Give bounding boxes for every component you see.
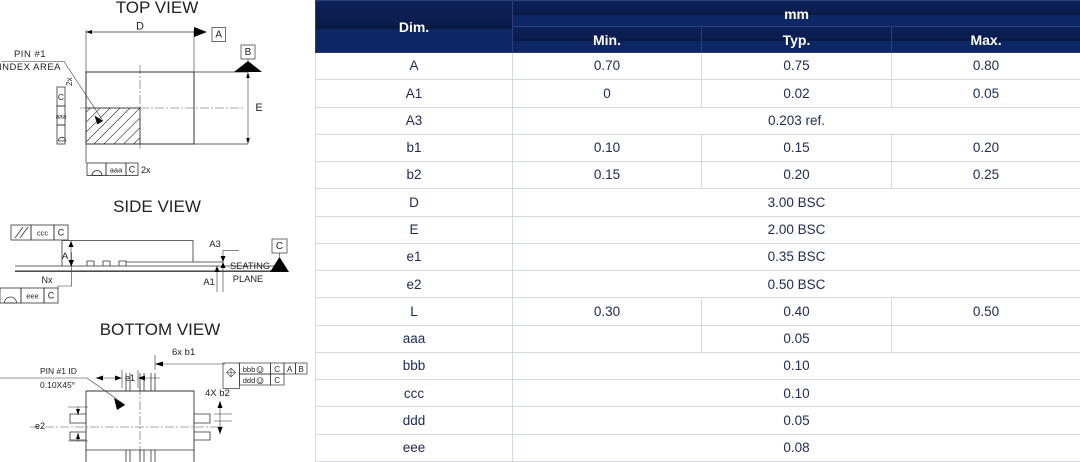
svg-text:C: C: [274, 376, 280, 385]
svg-text:D: D: [136, 21, 144, 33]
svg-text:Nx: Nx: [42, 275, 53, 285]
svg-text:U: U: [258, 368, 262, 374]
svg-text:e2: e2: [35, 421, 45, 431]
svg-text:PLANE: PLANE: [233, 274, 264, 284]
svg-text:aaa: aaa: [110, 166, 123, 175]
svg-text:e1: e1: [125, 373, 135, 383]
svg-text:C: C: [58, 228, 65, 238]
svg-text:PIN #1 ID: PIN #1 ID: [40, 366, 77, 376]
svg-text:B: B: [299, 365, 304, 374]
svg-text:eee: eee: [26, 292, 39, 301]
svg-text:A3: A3: [209, 239, 221, 250]
svg-text:TOP VIEW: TOP VIEW: [116, 0, 199, 17]
svg-text:2x: 2x: [141, 165, 151, 175]
svg-text:BOTTOM VIEW: BOTTOM VIEW: [100, 320, 221, 339]
svg-text:U: U: [258, 379, 262, 385]
svg-text:ddd: ddd: [243, 376, 256, 385]
svg-text:C: C: [276, 241, 283, 252]
svg-text:C: C: [274, 365, 280, 374]
svg-text:SIDE VIEW: SIDE VIEW: [113, 197, 201, 216]
svg-text:ccc: ccc: [37, 229, 49, 238]
svg-text:INDEX AREA: INDEX AREA: [0, 62, 61, 73]
svg-text:C: C: [48, 291, 55, 301]
svg-text:B: B: [245, 47, 252, 58]
svg-text:E: E: [255, 102, 262, 114]
svg-text:C: C: [58, 92, 64, 102]
svg-text:A: A: [215, 29, 222, 40]
svg-text:0.10X45°: 0.10X45°: [40, 380, 75, 390]
svg-text:SEATING: SEATING: [230, 261, 270, 271]
svg-text:aaa: aaa: [56, 114, 67, 121]
svg-text:A1: A1: [203, 277, 215, 288]
svg-text:A: A: [62, 251, 69, 262]
svg-text:4X b2: 4X b2: [205, 388, 230, 399]
svg-text:A: A: [287, 365, 293, 374]
svg-text:6x b1: 6x b1: [172, 347, 195, 358]
svg-text:PIN #1: PIN #1: [14, 49, 46, 60]
svg-text:bbb: bbb: [243, 365, 256, 374]
svg-text:2x: 2x: [65, 78, 74, 86]
svg-text:C: C: [129, 165, 136, 175]
